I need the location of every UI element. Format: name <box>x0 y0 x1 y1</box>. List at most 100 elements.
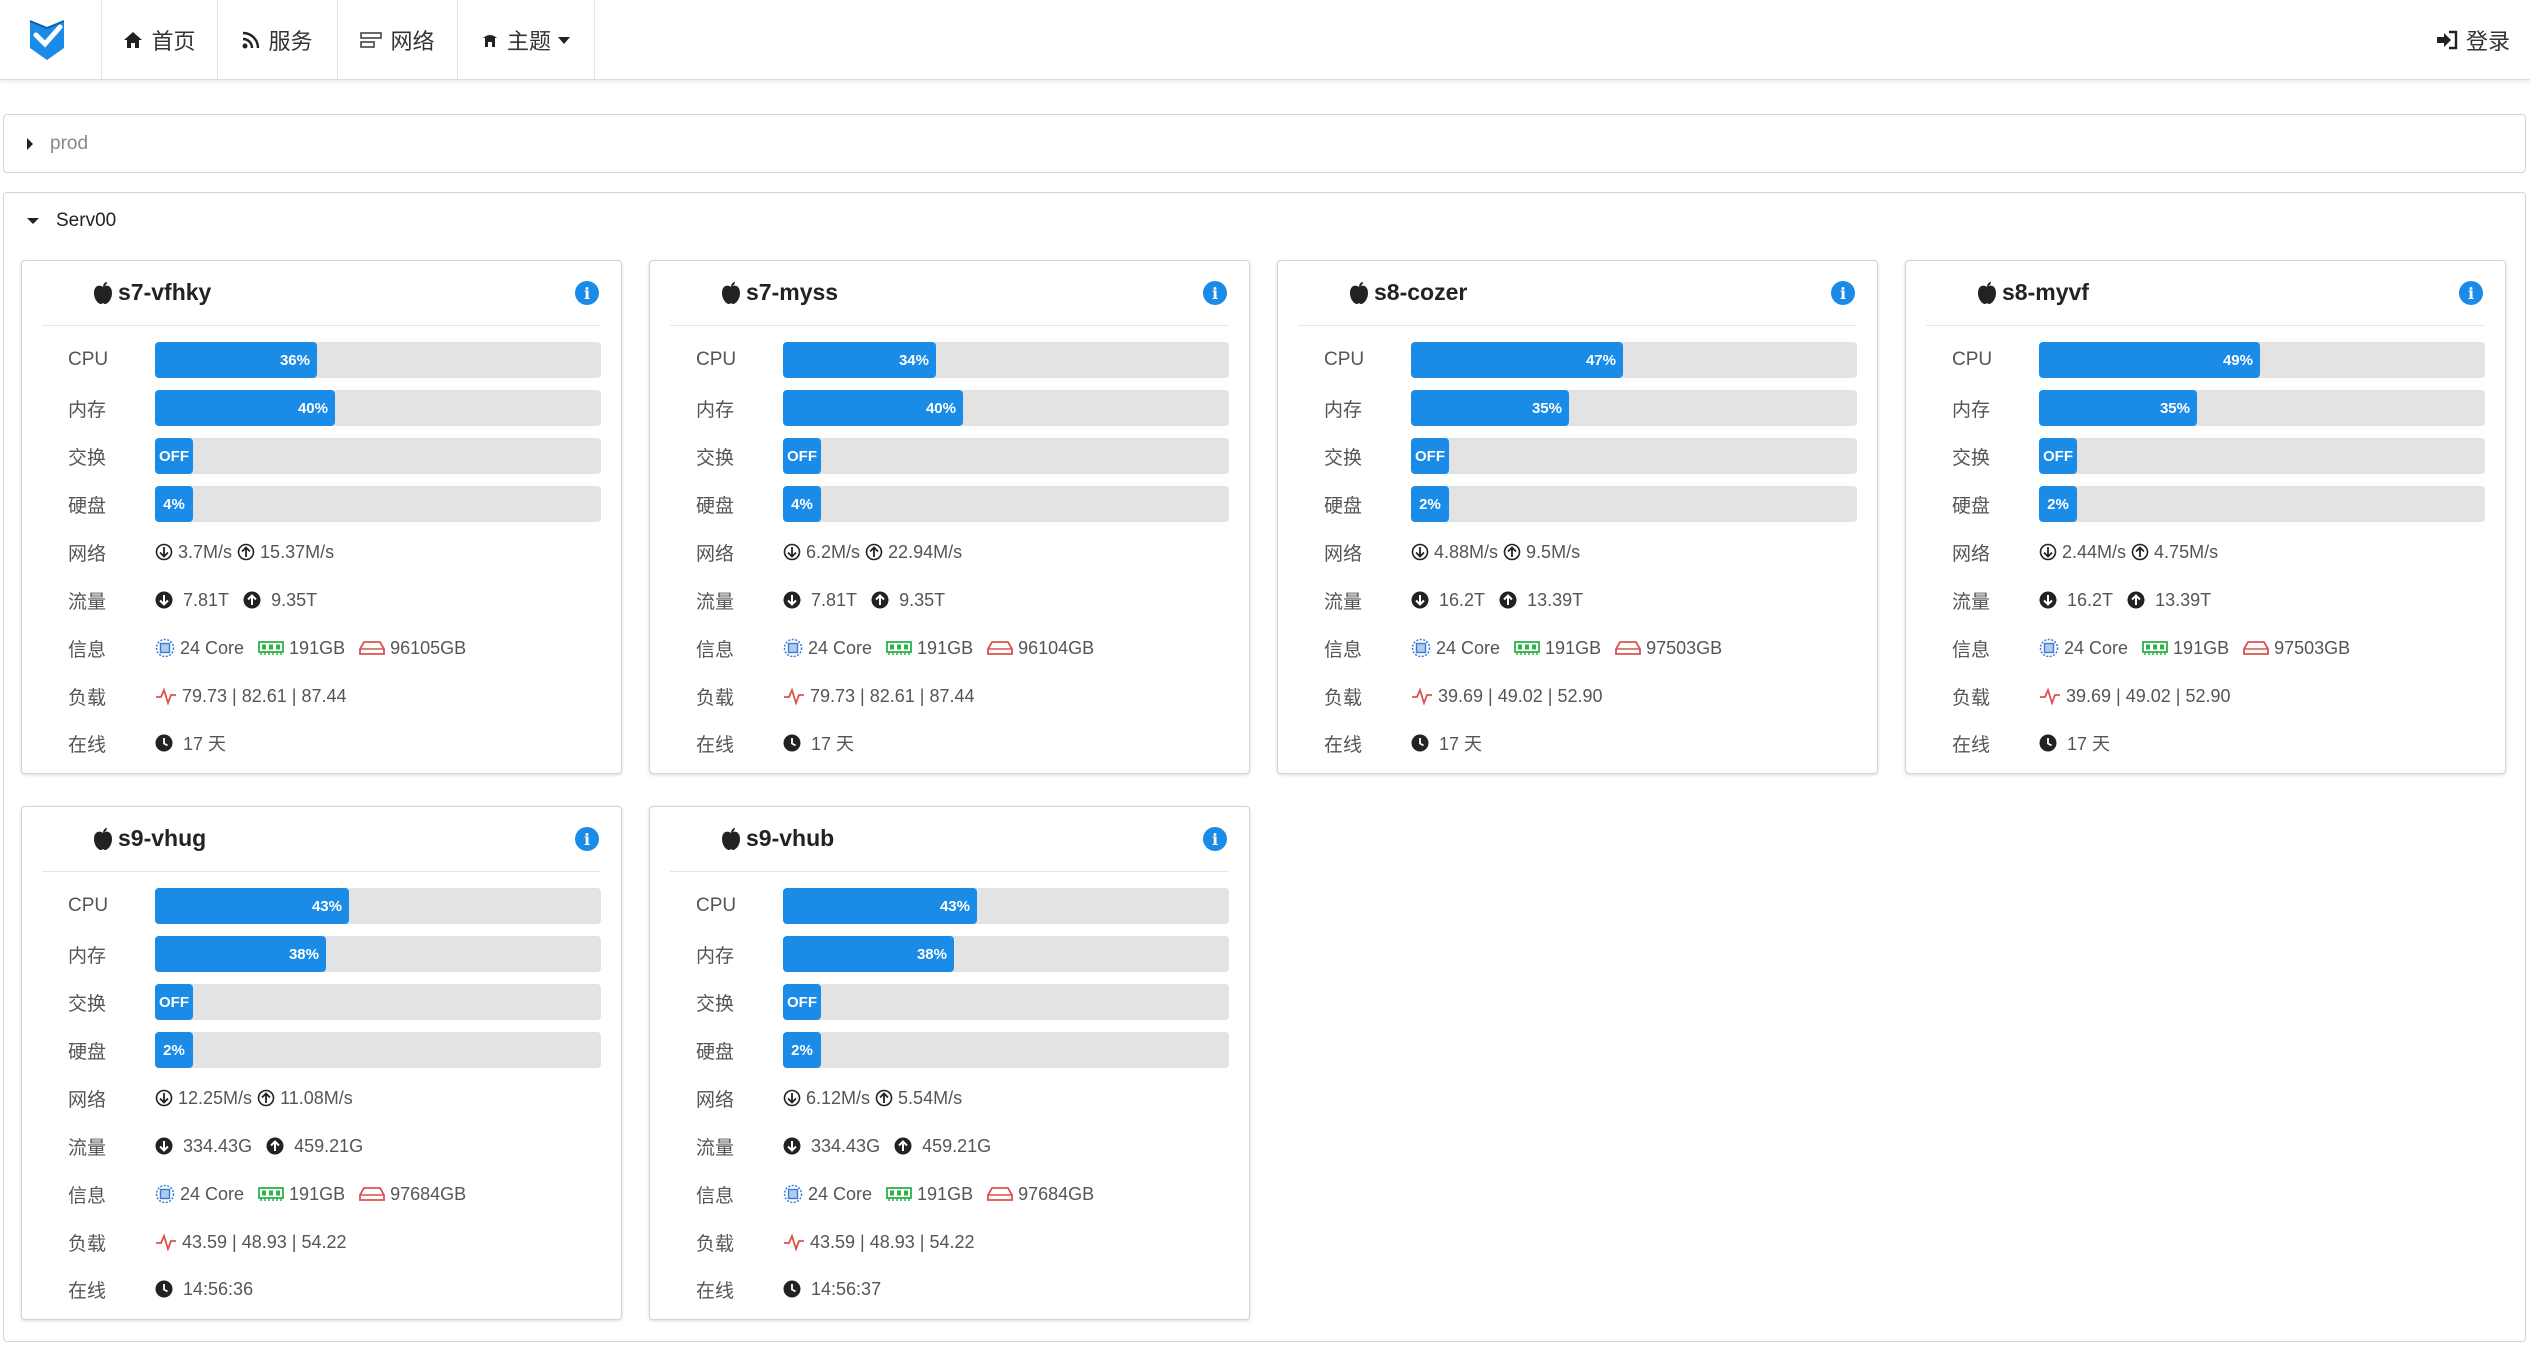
load-value: 43.59 | 48.93 | 54.22 <box>155 1232 347 1253</box>
group-serv00-toggle[interactable]: Serv00 <box>26 210 116 232</box>
disk-bar-fill: 4% <box>783 486 821 522</box>
row-label: 信息 <box>696 1185 735 1207</box>
memory-bar-fill: 35% <box>2039 390 2197 426</box>
row-label: 交换 <box>1952 447 1991 469</box>
apple-icon <box>1350 281 1368 304</box>
swap-bar-fill: OFF <box>2039 438 2077 474</box>
traffic-row: 流量 16.2T 13.39T <box>1324 581 1857 619</box>
memory-bar: 35% <box>2039 390 2485 426</box>
nav-network[interactable]: 网络 <box>338 0 458 79</box>
traffic-row: 流量 16.2T 13.39T <box>1952 581 2485 619</box>
cpu-row: CPU 47% <box>1324 341 1857 379</box>
row-label: 负载 <box>696 687 735 709</box>
network-value: 2.44M/s 4.75M/s <box>2039 542 2218 563</box>
row-label: 网络 <box>1952 543 1991 565</box>
uptime-value: 14:56:37 <box>783 1279 881 1300</box>
load-value: 43.59 | 48.93 | 54.22 <box>783 1232 975 1253</box>
info-icon[interactable]: i <box>575 827 599 851</box>
disk-size: 96105GB <box>390 637 467 658</box>
info-icon[interactable]: i <box>2459 281 2483 305</box>
row-label: 信息 <box>68 639 107 661</box>
uptime: 14:56:37 <box>811 1278 882 1299</box>
load-average: 79.73 | 82.61 | 87.44 <box>810 685 975 706</box>
swap-row: 交换 OFF <box>696 983 1229 1021</box>
logo[interactable] <box>0 0 102 79</box>
uptime-value: 14:56:36 <box>155 1279 253 1300</box>
memory-bar: 40% <box>155 390 601 426</box>
info-icon[interactable]: i <box>575 281 599 305</box>
network-value: 6.12M/s 5.54M/s <box>783 1088 962 1109</box>
caret-down-icon <box>558 36 570 44</box>
clock-icon <box>1411 734 1429 752</box>
cpu-cores: 24 Core <box>180 1183 245 1204</box>
cpu-cores: 24 Core <box>180 637 245 658</box>
load-value: 39.69 | 49.02 | 52.90 <box>1411 686 1603 707</box>
clock-icon <box>783 1280 801 1298</box>
info-icon[interactable]: i <box>1203 827 1227 851</box>
server-title: s8-myvf <box>1976 279 2089 306</box>
swap-bar-fill: OFF <box>783 984 821 1020</box>
info-icon[interactable]: i <box>1203 281 1227 305</box>
disk-bar: 2% <box>783 1032 1229 1068</box>
swap-row: 交换 OFF <box>696 437 1229 475</box>
swap-row: 交换 OFF <box>1324 437 1857 475</box>
memory-bar-fill: 38% <box>783 936 954 972</box>
server-card: s8-myvf i CPU 49% 内存 35% 交换 OFF 硬盘 2% 网络 2.44M/s 4.… <box>1905 260 2506 774</box>
heartbeat-icon <box>156 1233 176 1251</box>
row-label: CPU <box>68 895 109 916</box>
traffic-down: 16.2T <box>2067 589 2114 610</box>
row-label: 内存 <box>68 945 107 967</box>
cpu-bar-fill: 47% <box>1411 342 1623 378</box>
login-button[interactable]: 登录 <box>2436 0 2510 80</box>
swap-bar-fill: OFF <box>783 438 821 474</box>
download-total-icon <box>2039 591 2057 609</box>
upload-total-icon <box>266 1137 284 1155</box>
apple-icon <box>94 281 112 304</box>
uptime: 17 天 <box>811 734 855 754</box>
memory-bar-fill: 40% <box>155 390 335 426</box>
swap-row: 交换 OFF <box>68 983 601 1021</box>
row-label: 负载 <box>68 687 107 709</box>
swap-bar: OFF <box>1411 438 1857 474</box>
row-label: 负载 <box>1952 687 1991 709</box>
uptime-row: 在线 17 天 <box>1952 724 2485 762</box>
nav-home[interactable]: 首页 <box>102 0 218 79</box>
nav-services[interactable]: 服务 <box>218 0 338 79</box>
upload-total-icon <box>2127 591 2145 609</box>
disk-size: 97503GB <box>2274 637 2351 658</box>
traffic-row: 流量 334.43G 459.21G <box>696 1127 1229 1165</box>
load-value: 79.73 | 82.61 | 87.44 <box>155 686 347 707</box>
group-prod-toggle[interactable]: prod <box>26 133 88 155</box>
nav-theme-dropdown[interactable]: 主题 <box>458 0 595 79</box>
disk-size: 97684GB <box>390 1183 467 1204</box>
cpu-row: CPU 43% <box>68 887 601 925</box>
group-prod-title: prod <box>50 133 89 154</box>
load-row: 负载 39.69 | 49.02 | 52.90 <box>1324 677 1857 715</box>
ram-size: 191GB <box>917 1183 974 1204</box>
traffic-up: 9.35T <box>899 589 946 610</box>
traffic-row: 流量 7.81T 9.35T <box>696 581 1229 619</box>
card-divider <box>670 871 1229 872</box>
server-card: s8-cozer i CPU 47% 内存 35% 交换 OFF 硬盘 2% 网络 4.88M/s 9… <box>1277 260 1878 774</box>
heartbeat-icon <box>156 687 176 705</box>
server-name: s8-myvf <box>2002 279 2089 305</box>
info-value: 24 Core 191GB 97503GB <box>1411 638 1722 659</box>
row-label: 流量 <box>696 591 735 613</box>
info-icon[interactable]: i <box>1831 281 1855 305</box>
upload-speed-icon <box>1503 543 1521 561</box>
download-total-icon <box>155 591 173 609</box>
ram-size: 191GB <box>2173 637 2230 658</box>
row-label: CPU <box>1324 349 1365 370</box>
row-label: 信息 <box>68 1185 107 1207</box>
nav-home-label: 首页 <box>151 28 196 54</box>
disk-row: 硬盘 4% <box>68 485 601 523</box>
disk-row: 硬盘 4% <box>696 485 1229 523</box>
server-name: s7-myss <box>746 279 839 305</box>
row-label: 在线 <box>1324 734 1363 756</box>
clock-icon <box>155 1280 173 1298</box>
uptime-row: 在线 14:56:37 <box>696 1270 1229 1308</box>
row-label: 流量 <box>1952 591 1991 613</box>
memory-bar-fill: 38% <box>155 936 326 972</box>
uptime-value: 17 天 <box>1411 730 1482 756</box>
server-title: s8-cozer <box>1348 279 1467 306</box>
